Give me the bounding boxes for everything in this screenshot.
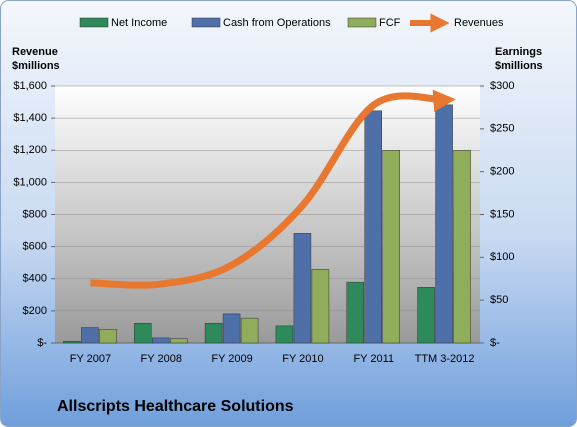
legend-label: Net Income [111, 17, 167, 29]
bar [453, 150, 471, 344]
y2-axis-title: Earnings [495, 46, 542, 58]
y2-tick-label: $- [490, 337, 500, 349]
y2-tick-label: $50 [490, 294, 508, 306]
y2-tick-label: $200 [490, 166, 514, 178]
bar [435, 104, 453, 344]
x-tick-label: FY 2009 [211, 353, 252, 365]
bar [346, 281, 364, 344]
y2-tick-label: $300 [490, 80, 514, 92]
y-tick-label: $800 [23, 208, 47, 220]
y-tick-label: $- [37, 337, 47, 349]
chart-title: Allscripts Healthcare Solutions [57, 398, 294, 415]
x-tick-label: FY 2007 [70, 353, 111, 365]
bar [364, 110, 382, 344]
y-tick-label: $400 [23, 273, 47, 285]
y2-axis-title: $millions [495, 60, 543, 72]
y-tick-label: $1,600 [13, 80, 47, 92]
bar [204, 323, 223, 344]
legend-label: Revenues [454, 17, 504, 29]
bar [63, 341, 81, 344]
y2-tick-label: $250 [490, 123, 514, 135]
bar [382, 150, 400, 344]
legend-swatch [191, 17, 221, 28]
legend-label: Cash from Operations [223, 17, 331, 29]
y-tick-label: $1,200 [13, 144, 47, 156]
y-axis-title: Revenue [12, 46, 58, 58]
y-tick-label: $1,400 [13, 112, 47, 124]
bar [311, 269, 330, 344]
x-tick-label: FY 2011 [353, 353, 394, 365]
bar [293, 233, 312, 344]
bar [81, 327, 99, 344]
y2-tick-label: $150 [490, 208, 514, 220]
y-tick-label: $200 [23, 305, 47, 317]
bar [170, 338, 188, 344]
x-tick-label: TTM 3-2012 [415, 353, 475, 365]
legend-label: FCF [379, 17, 401, 29]
bar [240, 317, 259, 344]
bar [275, 325, 294, 344]
bar [99, 329, 117, 344]
y-axis-title: $millions [12, 60, 60, 72]
bar [417, 287, 435, 344]
y-tick-label: $1,000 [13, 176, 47, 188]
bar [152, 337, 170, 344]
x-tick-label: FY 2008 [141, 353, 182, 365]
legend-swatch [347, 17, 377, 28]
y2-tick-label: $100 [490, 251, 514, 263]
bar [134, 323, 152, 344]
y-tick-label: $600 [23, 241, 47, 253]
x-tick-label: FY 2010 [282, 353, 323, 365]
bar [222, 313, 241, 344]
line [90, 89, 456, 289]
legend-swatch [79, 17, 109, 28]
